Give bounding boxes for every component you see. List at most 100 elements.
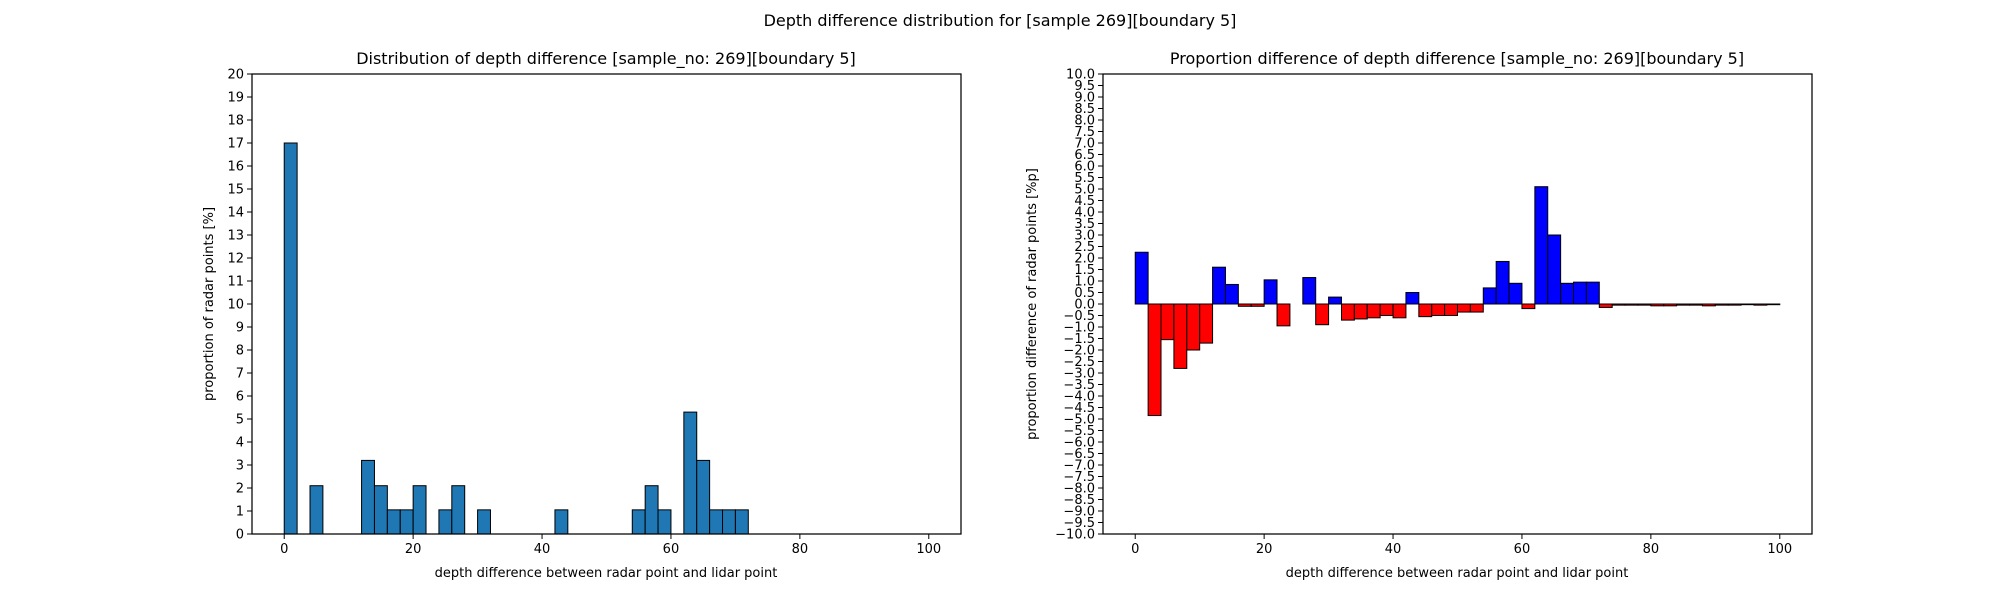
y-tick-label: −8.0 xyxy=(1063,482,1095,497)
y-tick-label: −0.5 xyxy=(1063,309,1095,324)
bar xyxy=(309,485,324,535)
x-axis-label: depth difference between radar point and… xyxy=(1286,566,1629,581)
x-tick-label: 80 xyxy=(792,542,809,557)
y-tick-label: −5.5 xyxy=(1063,424,1095,439)
bar xyxy=(1160,303,1175,341)
bar xyxy=(1353,303,1368,320)
y-tick-label: 5.5 xyxy=(1074,171,1095,186)
bar xyxy=(1237,303,1252,307)
bar xyxy=(1766,303,1781,306)
y-tick-label: 20 xyxy=(227,68,244,83)
difference-chart: Proportion difference of depth differenc… xyxy=(1025,49,1813,581)
x-tick-label: 100 xyxy=(1767,542,1792,557)
chart-title: Distribution of depth difference [sample… xyxy=(356,49,856,69)
bar xyxy=(1495,260,1510,305)
bar xyxy=(631,509,646,535)
bar xyxy=(1263,279,1278,305)
y-tick-label: 3.5 xyxy=(1074,217,1095,232)
y-tick-label: −4.0 xyxy=(1063,390,1095,405)
y-tick-label: 6.5 xyxy=(1074,148,1095,163)
bar xyxy=(1585,281,1600,305)
bar xyxy=(1689,303,1703,306)
x-tick-label: 60 xyxy=(1514,542,1531,557)
bar xyxy=(696,459,711,535)
bar xyxy=(1650,303,1665,307)
bar xyxy=(1199,303,1214,344)
figure-suptitle: Depth difference distribution for [sampl… xyxy=(764,11,1237,30)
bar xyxy=(1340,303,1355,321)
y-tick-label: −1.5 xyxy=(1063,332,1095,347)
y-tick-label: −9.0 xyxy=(1063,505,1095,520)
bar xyxy=(1405,292,1420,305)
bar xyxy=(1482,287,1497,305)
y-tick-label: 14 xyxy=(227,206,244,221)
bar xyxy=(1676,303,1691,306)
bar xyxy=(1379,303,1394,316)
bar xyxy=(1534,186,1549,305)
bar xyxy=(477,509,491,535)
y-tick-label: 6.0 xyxy=(1074,160,1095,175)
bar xyxy=(1392,303,1407,319)
bar xyxy=(1624,303,1639,306)
y-tick-label: 8.0 xyxy=(1074,114,1095,129)
bar xyxy=(283,142,298,535)
y-tick-label: 7.0 xyxy=(1074,137,1095,152)
y-tick-label: 2 xyxy=(236,482,244,497)
bar xyxy=(554,509,569,535)
tick-group: 0 20 40 60 80 100 −10.0−9.5−9.0−8.5−8.0−7.5−7.… xyxy=(1055,68,1792,558)
bar xyxy=(1560,282,1575,305)
x-tick-label: 80 xyxy=(1643,542,1660,557)
y-tick-label: 4.0 xyxy=(1074,206,1095,221)
y-tick-label: 3.0 xyxy=(1074,229,1095,244)
bar xyxy=(1250,303,1265,307)
y-tick-label: −3.0 xyxy=(1063,367,1095,382)
y-tick-label: 13 xyxy=(227,229,244,244)
y-tick-label: 1 xyxy=(236,505,244,520)
bar xyxy=(1134,251,1149,305)
y-tick-label: 1.0 xyxy=(1074,275,1095,290)
y-tick-label: 7.5 xyxy=(1074,125,1095,140)
bar xyxy=(386,509,401,535)
x-axis-label: depth difference between radar point and… xyxy=(435,566,778,581)
x-tick-label: 0 xyxy=(280,542,288,557)
bar xyxy=(1611,303,1626,306)
bar xyxy=(722,509,736,535)
y-tick-label: 5 xyxy=(236,413,244,428)
y-tick-label: 10 xyxy=(227,298,244,313)
y-tick-label: 4.5 xyxy=(1074,194,1095,209)
y-axis-label: proportion of radar points [%] xyxy=(202,207,217,401)
bar xyxy=(1508,282,1523,305)
tick-group: 0 20 40 60 80 1000123456789101112131415161718… xyxy=(227,68,941,558)
bar xyxy=(1212,266,1226,305)
y-tick-label: 2.0 xyxy=(1074,252,1095,267)
y-axis-label: proportion difference of radar points [%… xyxy=(1025,168,1040,440)
bar-group xyxy=(1134,186,1781,417)
y-tick-label: 1.5 xyxy=(1074,263,1095,278)
bar xyxy=(1663,303,1678,307)
y-tick-label: −5.0 xyxy=(1063,413,1095,428)
bar xyxy=(1315,303,1330,326)
bar xyxy=(438,509,453,535)
bar xyxy=(1714,303,1729,306)
bar xyxy=(709,509,724,535)
y-tick-label: 10.0 xyxy=(1066,68,1095,83)
y-tick-label: 0.5 xyxy=(1074,286,1095,301)
bar xyxy=(734,509,749,535)
y-tick-label: −6.0 xyxy=(1063,436,1095,451)
bar-group xyxy=(283,142,749,535)
bar xyxy=(657,509,672,535)
y-tick-label: 9 xyxy=(236,321,244,336)
bar xyxy=(1457,303,1471,313)
histogram-chart: Distribution of depth difference [sample… xyxy=(202,49,962,581)
plot-frame xyxy=(1102,73,1813,535)
bar xyxy=(1173,303,1188,369)
x-tick-label: 40 xyxy=(534,542,551,557)
y-tick-label: −2.0 xyxy=(1063,344,1095,359)
y-tick-label: 0 xyxy=(236,528,244,543)
y-tick-label: 11 xyxy=(227,275,244,290)
y-tick-label: 4 xyxy=(236,436,244,451)
bar xyxy=(1444,303,1458,316)
bar xyxy=(373,485,388,535)
y-tick-label: 19 xyxy=(227,91,244,106)
y-tick-label: 7 xyxy=(236,367,244,382)
